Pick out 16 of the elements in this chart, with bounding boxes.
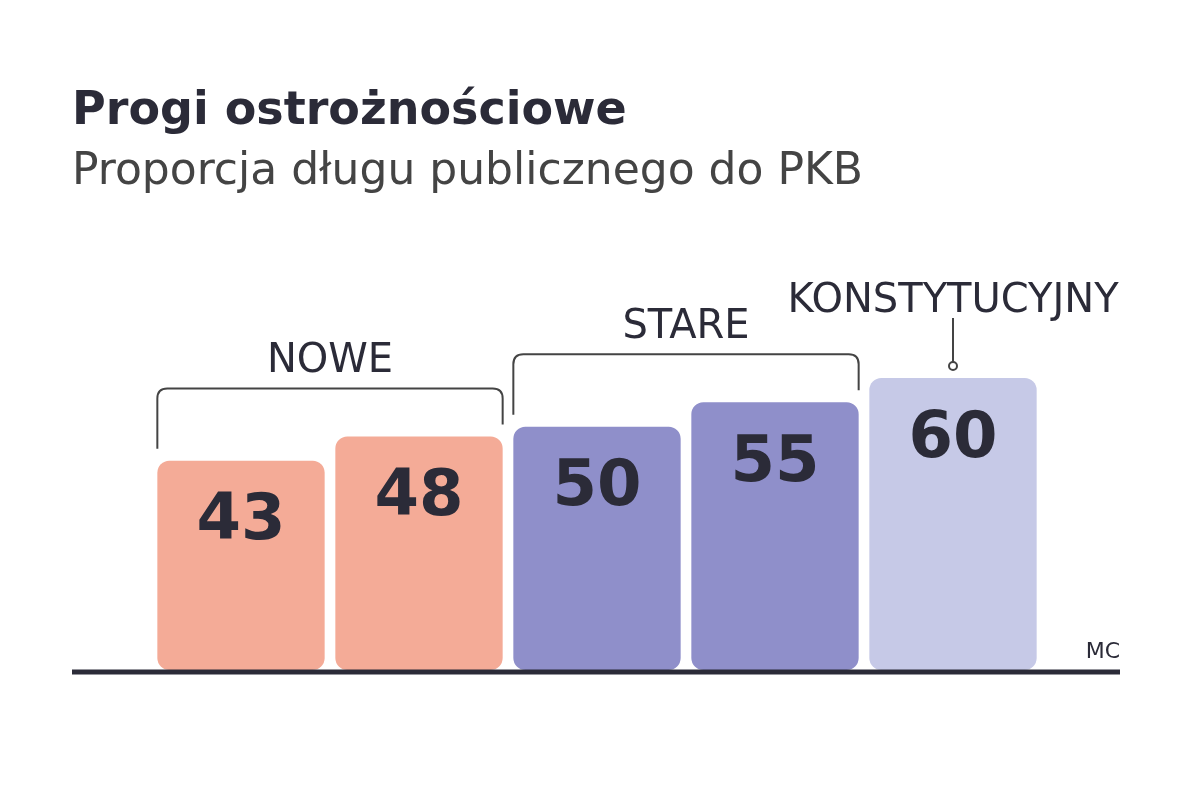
chart-subtitle: Proporcja długu publicznego do PKB [72, 142, 864, 196]
chart-title: Progi ostrożnościowe [72, 80, 628, 137]
data-label: 48 [374, 456, 464, 531]
bar [691, 402, 859, 670]
data-label: 55 [730, 421, 820, 496]
bar [869, 378, 1037, 670]
data-label: 50 [552, 446, 642, 521]
data-label: 43 [196, 480, 286, 555]
annotation: MC [1085, 638, 1120, 663]
bar [513, 426, 681, 670]
text: STARE [622, 301, 750, 348]
data-label: 60 [908, 397, 998, 472]
annotation: NOWE [266, 335, 394, 382]
text: KONSTYTUCYJNY [787, 275, 1120, 321]
bar [157, 460, 325, 670]
bar [335, 436, 503, 670]
